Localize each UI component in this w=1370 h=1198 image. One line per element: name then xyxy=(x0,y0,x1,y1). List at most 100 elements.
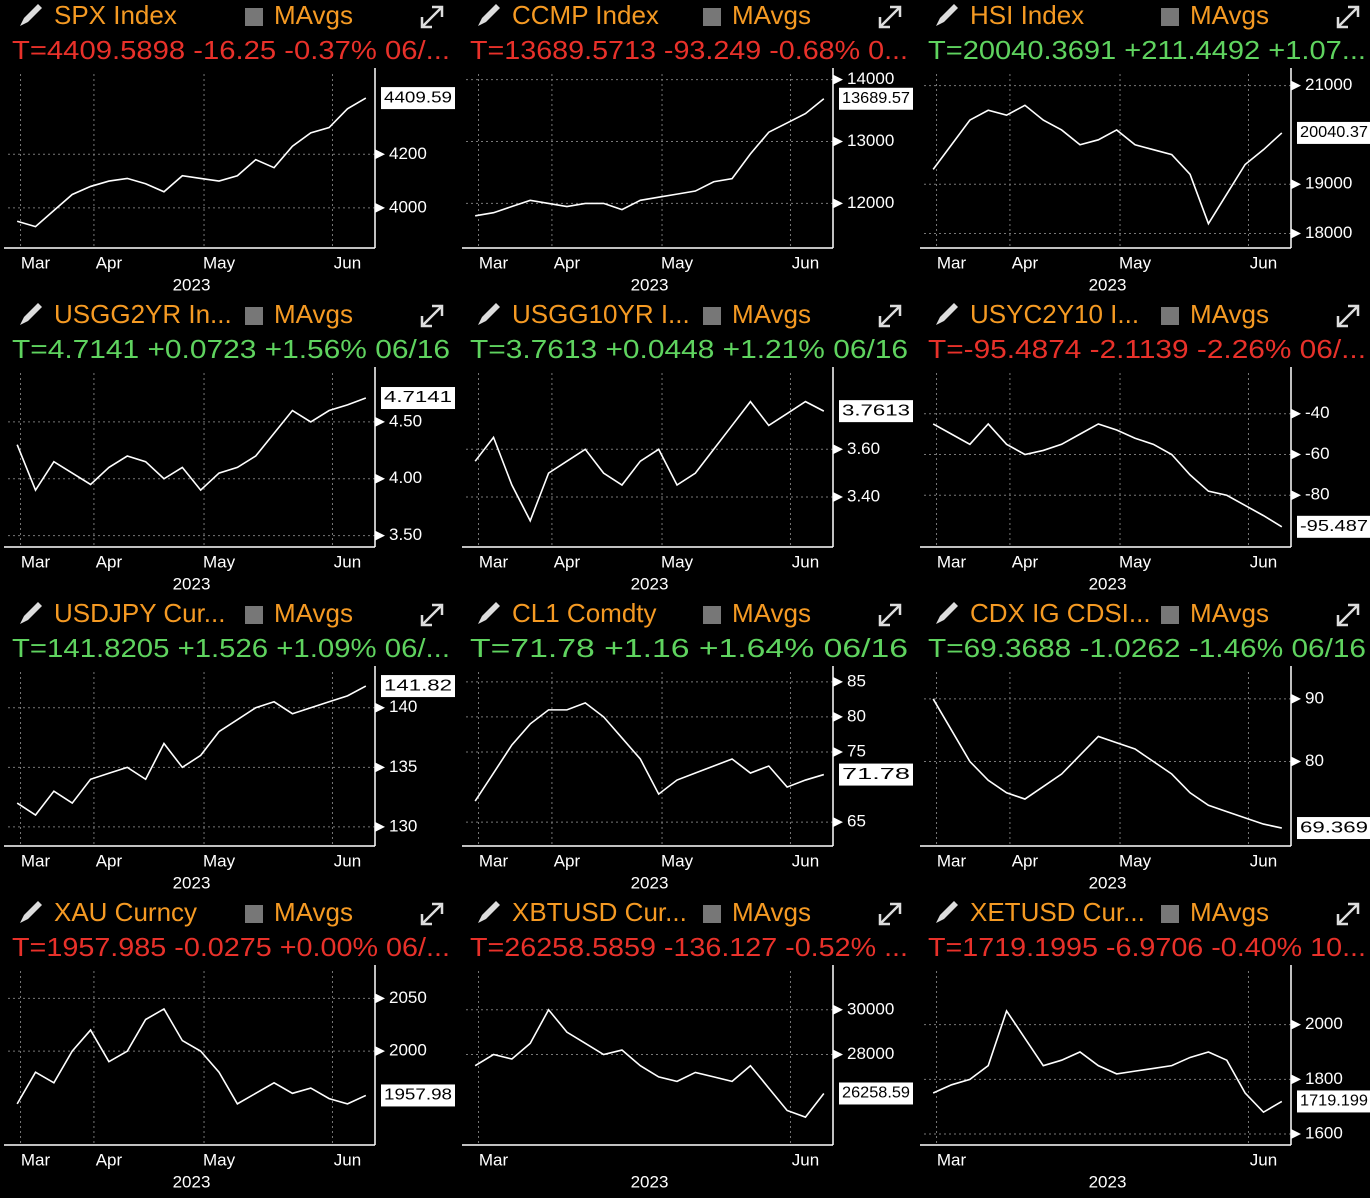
y-tick-label: 85 xyxy=(847,671,866,690)
tick-mark xyxy=(1291,490,1301,501)
last-value-label: 1719.199 xyxy=(1300,1093,1368,1110)
pencil-icon xyxy=(936,602,958,624)
tick-mark xyxy=(375,416,385,427)
mavgs-checkbox xyxy=(703,8,721,26)
x-axis-label: 2023 xyxy=(631,574,669,593)
chart-title: XBTUSD Cur... xyxy=(512,897,687,927)
quote: T=69.3688 -1.0262 -1.46% 06/16 xyxy=(928,633,1366,663)
y-tick-label: 140 xyxy=(389,697,417,716)
last-value-box xyxy=(1297,515,1370,538)
quote: T=4409.5898 -16.25 -0.37% 06/... xyxy=(12,35,450,65)
y-tick-label: -40 xyxy=(1305,403,1330,422)
expand-icon xyxy=(878,603,902,627)
tick-mark xyxy=(833,136,843,147)
last-value-box xyxy=(839,87,913,110)
y-tick-label: 1600 xyxy=(1305,1124,1343,1143)
last-value-box xyxy=(839,763,913,786)
tick-mark xyxy=(375,149,385,160)
x-axis-label: 2023 xyxy=(1089,574,1127,593)
y-tick-label: 30000 xyxy=(847,999,894,1018)
pencil-icon xyxy=(20,303,42,325)
chart-title: SPX Index xyxy=(54,0,177,30)
mavgs-checkbox xyxy=(1161,606,1179,624)
chart-title: HSI Index xyxy=(970,0,1084,30)
quote: T=3.7613 +0.0448 +1.21% 06/16 xyxy=(470,334,908,364)
last-value-label: 26258.59 xyxy=(842,1085,910,1102)
last-value-label: 4409.59 xyxy=(384,89,452,106)
chart-title: USGG2YR In... xyxy=(54,299,232,329)
last-value-label: -95.487 xyxy=(1300,518,1368,535)
tick-mark xyxy=(1291,449,1301,460)
y-tick-label: 2050 xyxy=(389,988,427,1007)
mavgs-checkbox xyxy=(703,606,721,624)
y-tick-label: 19000 xyxy=(1305,174,1352,193)
x-axis-label: 2023 xyxy=(1089,1172,1127,1191)
x-axis-label: 2023 xyxy=(631,873,669,892)
x-axis-label: 2023 xyxy=(173,1172,211,1191)
price-line xyxy=(474,1008,825,1119)
chart-title: USYC2Y10 I... xyxy=(970,299,1139,329)
pencil-icon xyxy=(20,4,42,26)
last-value-box xyxy=(839,400,913,423)
last-value-label: 13689.57 xyxy=(842,90,910,107)
y-tick-label: 130 xyxy=(389,816,417,835)
x-tick-label: May xyxy=(1119,253,1152,272)
mavgs-label: MAvgs xyxy=(274,598,353,628)
price-line xyxy=(475,98,825,217)
chart-title: CDX IG CDSI... xyxy=(970,598,1151,628)
chart-title: XETUSD Cur... xyxy=(970,897,1145,927)
mavgs-checkbox xyxy=(245,307,263,325)
x-axis-label: 2023 xyxy=(173,275,211,294)
last-value-box xyxy=(1297,1090,1370,1113)
quote: T=4.7141 +0.0723 +1.56% 06/16 xyxy=(12,334,450,364)
mavgs-label: MAvgs xyxy=(732,897,811,927)
last-value-label: 3.7613 xyxy=(842,402,910,419)
x-axis-label: 2023 xyxy=(631,275,669,294)
x-tick-label: Jun xyxy=(792,552,819,571)
y-tick-label: 3.50 xyxy=(389,525,422,544)
x-axis-label: 2023 xyxy=(173,574,211,593)
last-value-box xyxy=(1297,817,1370,840)
x-tick-label: Jun xyxy=(1250,552,1277,571)
mavgs-checkbox xyxy=(703,905,721,923)
y-tick-label: 3.60 xyxy=(847,439,880,458)
pencil-icon xyxy=(936,4,958,26)
x-tick-label: May xyxy=(203,851,236,870)
x-tick-label: Mar xyxy=(479,851,509,870)
x-tick-label: May xyxy=(661,253,694,272)
y-tick-label: 80 xyxy=(847,706,866,725)
x-tick-label: Mar xyxy=(479,552,509,571)
pencil-icon xyxy=(936,303,958,325)
x-tick-label: Jun xyxy=(1250,253,1277,272)
y-tick-label: 75 xyxy=(847,741,866,760)
y-tick-label: -60 xyxy=(1305,444,1330,463)
chart-title: CCMP Index xyxy=(512,0,659,30)
tick-mark xyxy=(1291,1074,1301,1085)
tick-mark xyxy=(1291,80,1301,91)
x-tick-label: Mar xyxy=(21,851,51,870)
x-tick-label: Mar xyxy=(937,851,967,870)
mavgs-checkbox xyxy=(703,307,721,325)
x-tick-label: Apr xyxy=(1012,552,1039,571)
price-line xyxy=(16,97,367,228)
expand-icon xyxy=(420,5,444,29)
x-tick-label: May xyxy=(203,253,236,272)
x-tick-label: Jun xyxy=(792,253,819,272)
last-value-label: 1957.98 xyxy=(384,1087,452,1104)
tick-mark xyxy=(1291,756,1301,767)
x-tick-label: Mar xyxy=(479,253,509,272)
quote: T=13689.5713 -93.249 -0.68% 0... xyxy=(470,35,908,65)
price-line xyxy=(474,701,825,802)
x-tick-label: Mar xyxy=(21,552,51,571)
tick-mark xyxy=(1291,408,1301,419)
y-tick-label: 80 xyxy=(1305,751,1324,770)
x-axis-label: 2023 xyxy=(631,1172,669,1191)
expand-icon xyxy=(1336,902,1360,926)
quote: T=26258.5859 -136.127 -0.52% ... xyxy=(470,932,908,962)
y-tick-label: 13000 xyxy=(847,131,894,150)
pencil-icon xyxy=(478,602,500,624)
expand-icon xyxy=(1336,5,1360,29)
last-value-box xyxy=(381,675,455,698)
x-tick-label: Apr xyxy=(96,253,123,272)
